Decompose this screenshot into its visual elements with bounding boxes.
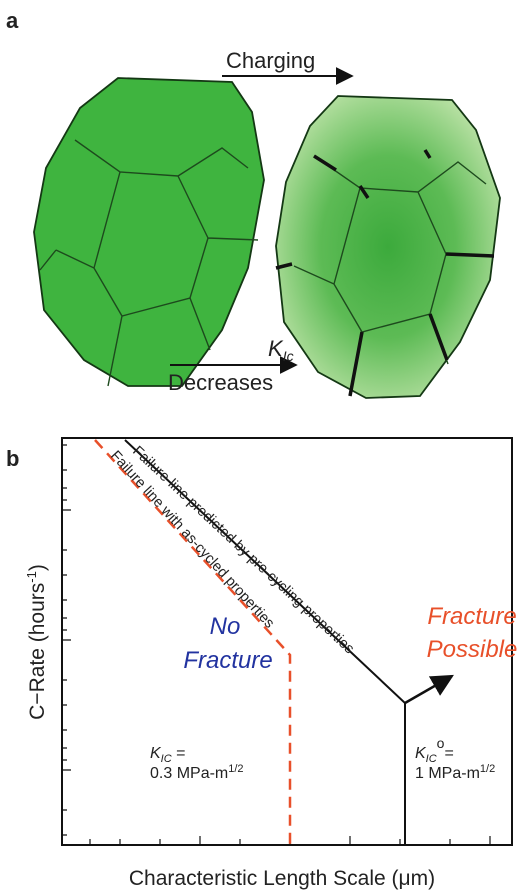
failure-line-cycled	[94, 439, 292, 845]
annotation: 1 MPa-m1/2	[415, 763, 495, 782]
subscript: IC	[426, 753, 437, 765]
y-axis-label: C−Rate (hours-1)	[24, 564, 49, 720]
region-label: Possible	[427, 636, 518, 663]
value: 1 MPa-m	[415, 765, 480, 782]
x-axis-label: Characteristic Length Scale (μm)	[129, 867, 435, 890]
region-label: No	[210, 613, 241, 640]
superscript: -1	[24, 571, 39, 583]
arrow-label: Decreases	[168, 370, 273, 395]
symbol: K	[268, 336, 284, 361]
region-label: Fracture	[427, 603, 516, 630]
text: C−Rate (hours	[26, 583, 49, 720]
subscript: Ic	[283, 348, 294, 364]
value: 0.3 MPa-m	[150, 765, 228, 782]
text: )	[26, 564, 49, 571]
axis-ticks	[62, 444, 491, 845]
arrow-label: Charging	[226, 48, 315, 73]
tail: =	[444, 745, 453, 762]
arrow	[404, 674, 454, 705]
tail: =	[172, 745, 186, 762]
symbol: K	[150, 745, 162, 762]
annotation: KICo=	[415, 735, 454, 765]
annotation: 0.3 MPa-m1/2	[150, 763, 244, 782]
region-label: Fracture	[183, 647, 272, 674]
line-label: Failure line with as-cycled properties	[107, 448, 277, 632]
pristine-particle	[33, 77, 265, 387]
panel-label: b	[6, 446, 19, 471]
exponent: 1/2	[228, 763, 243, 775]
charged-particle	[275, 95, 501, 399]
line-label: Failure line predicted by pre-cycling pr…	[129, 443, 357, 657]
panel-label: a	[6, 8, 19, 33]
symbol: K	[415, 745, 427, 762]
arrow-label: KIc	[268, 336, 294, 364]
superscript: o	[437, 735, 445, 751]
plot-frame	[61, 437, 513, 846]
exponent: 1/2	[480, 763, 495, 775]
subscript: IC	[161, 753, 172, 765]
annotation: KIC =	[150, 745, 185, 765]
